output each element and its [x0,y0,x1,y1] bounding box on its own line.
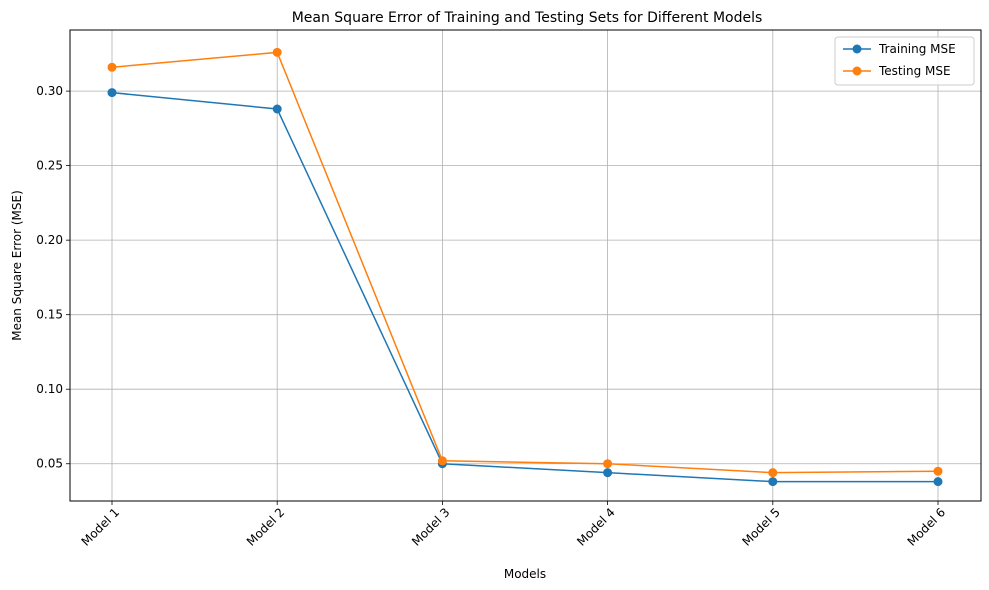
x-tick-label: Model 4 [574,505,617,548]
data-point [107,62,117,72]
chart-title: Mean Square Error of Training and Testin… [292,10,763,26]
legend-label: Training MSE [878,42,956,56]
data-point [933,466,943,476]
x-tick-label: Model 6 [905,505,948,548]
data-point [768,468,778,478]
y-tick-label: 0.20 [36,233,63,247]
legend: Training MSE Testing MSE [834,36,975,86]
data-point [603,468,613,478]
x-tick-label: Model 2 [244,505,287,548]
series-layer [107,47,943,487]
x-axis-label: Models [504,567,546,581]
y-tick-label: 0.25 [36,159,63,173]
data-point [933,477,943,487]
data-point [107,88,117,98]
x-tick-label: Model 5 [739,505,782,548]
y-tick-label: 0.30 [36,84,63,98]
x-tick-label: Model 3 [409,505,452,548]
series-line-testing-mse [111,51,939,474]
x-tick-label: Model 1 [79,505,122,548]
legend-marker [852,44,862,54]
data-point [272,47,282,57]
data-point [272,104,282,114]
series-line-training-mse [111,91,938,483]
x-axis-ticks: Model 1 Model 2 Model 3 Model 4 Model 5 Model… [79,501,948,549]
data-point [603,459,613,469]
y-tick-label: 0.10 [36,382,63,396]
data-point [768,477,778,487]
y-tick-label: 0.15 [36,308,63,322]
y-axis-ticks: 0.05 0.10 0.15 0.20 0.25 0.30 [36,84,70,471]
plot-frame [69,29,982,502]
data-point [437,456,447,466]
grid-lines [70,30,981,501]
legend-label: Testing MSE [878,64,951,78]
legend-marker [852,66,862,76]
y-tick-label: 0.05 [36,457,63,471]
y-axis-label: Mean Square Error (MSE) [10,190,24,341]
